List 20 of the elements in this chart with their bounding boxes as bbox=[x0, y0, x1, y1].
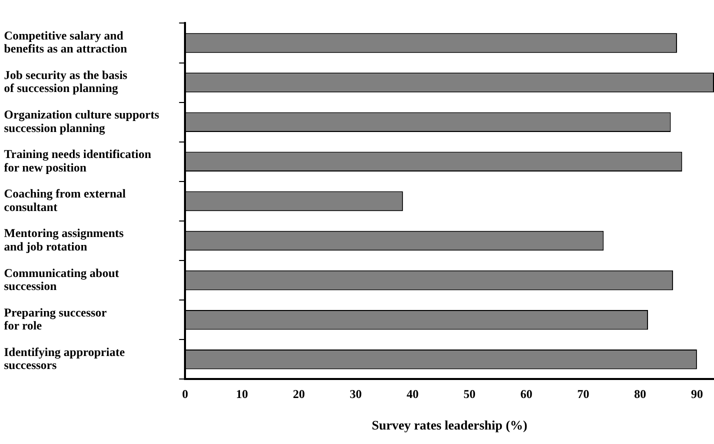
x-tick-label: 90 bbox=[690, 386, 703, 401]
x-tick-label: 0 bbox=[182, 386, 188, 401]
x-tick-label: 20 bbox=[292, 386, 305, 401]
y-tick-label: Identifying appropriate successors bbox=[4, 344, 126, 372]
x-axis-title: Survey rates leadership (%) bbox=[372, 418, 528, 433]
x-tick-label: 60 bbox=[520, 386, 532, 401]
x-tick-label: 30 bbox=[350, 386, 362, 401]
y-tick-label: Competitive salary and benefits as an attraction bbox=[4, 28, 128, 56]
y-tick-label: Organization culture supports succession planning bbox=[4, 108, 160, 135]
y-tick-label: Job security as the basis of succession planning bbox=[4, 68, 128, 96]
x-tick-label: 70 bbox=[577, 386, 590, 401]
x-tick-label: 80 bbox=[634, 386, 646, 401]
x-tick-label: 40 bbox=[406, 386, 419, 401]
y-tick-label: Preparing successor for role bbox=[4, 305, 108, 333]
y-tick-label: Communicating about succession bbox=[4, 266, 120, 294]
y-tick-label: Training needs identification for new position bbox=[4, 147, 152, 174]
y-tick-label: Coaching from external consultant bbox=[4, 186, 126, 214]
y-tick-label: Mentoring assignments and job rotation bbox=[4, 226, 124, 254]
x-tick-label: 50 bbox=[463, 386, 476, 401]
x-tick-label: 10 bbox=[236, 386, 248, 401]
